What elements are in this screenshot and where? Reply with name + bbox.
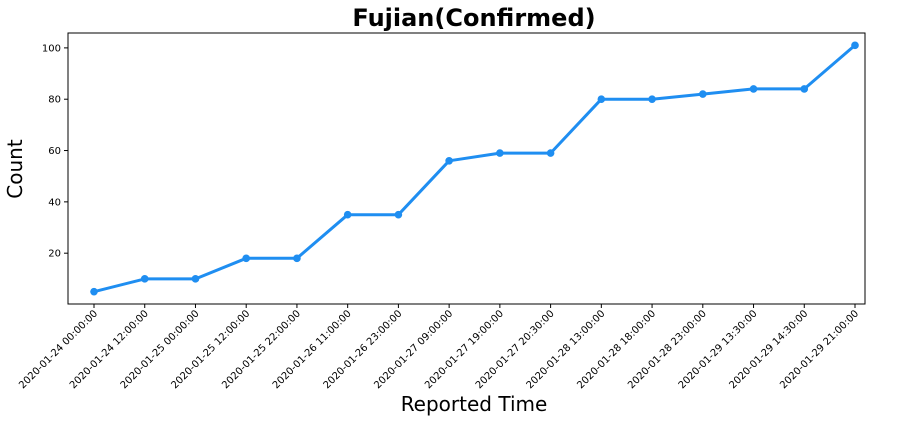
data-point (851, 41, 859, 50)
series-line (90, 41, 859, 296)
data-point (293, 254, 301, 263)
y-tick-label: 40 (48, 197, 61, 208)
data-point (597, 95, 606, 104)
data-point (394, 210, 403, 219)
y-tick-label: 80 (48, 95, 61, 106)
data-point (648, 95, 656, 104)
y-tick-label: 60 (48, 146, 61, 157)
y-axis-label: Count (3, 139, 27, 199)
series-line-path (93, 44, 856, 294)
y-axis: 20 40 60 80 100 (42, 43, 68, 260)
data-point (242, 254, 250, 263)
plot-area (67, 32, 866, 305)
data-point (343, 210, 352, 219)
x-axis-label: Reported Time (401, 392, 548, 416)
data-point (140, 275, 149, 283)
y-tick-label: 100 (42, 43, 61, 54)
data-point (546, 149, 555, 157)
data-point (445, 157, 453, 165)
y-tick-label: 20 (48, 249, 61, 260)
data-point (496, 149, 504, 157)
chart-title: Fujian(Confirmed) (352, 4, 595, 32)
data-point (800, 85, 809, 93)
data-point (749, 85, 758, 93)
data-point (191, 275, 200, 283)
data-point (90, 287, 98, 296)
data-point (699, 90, 707, 98)
